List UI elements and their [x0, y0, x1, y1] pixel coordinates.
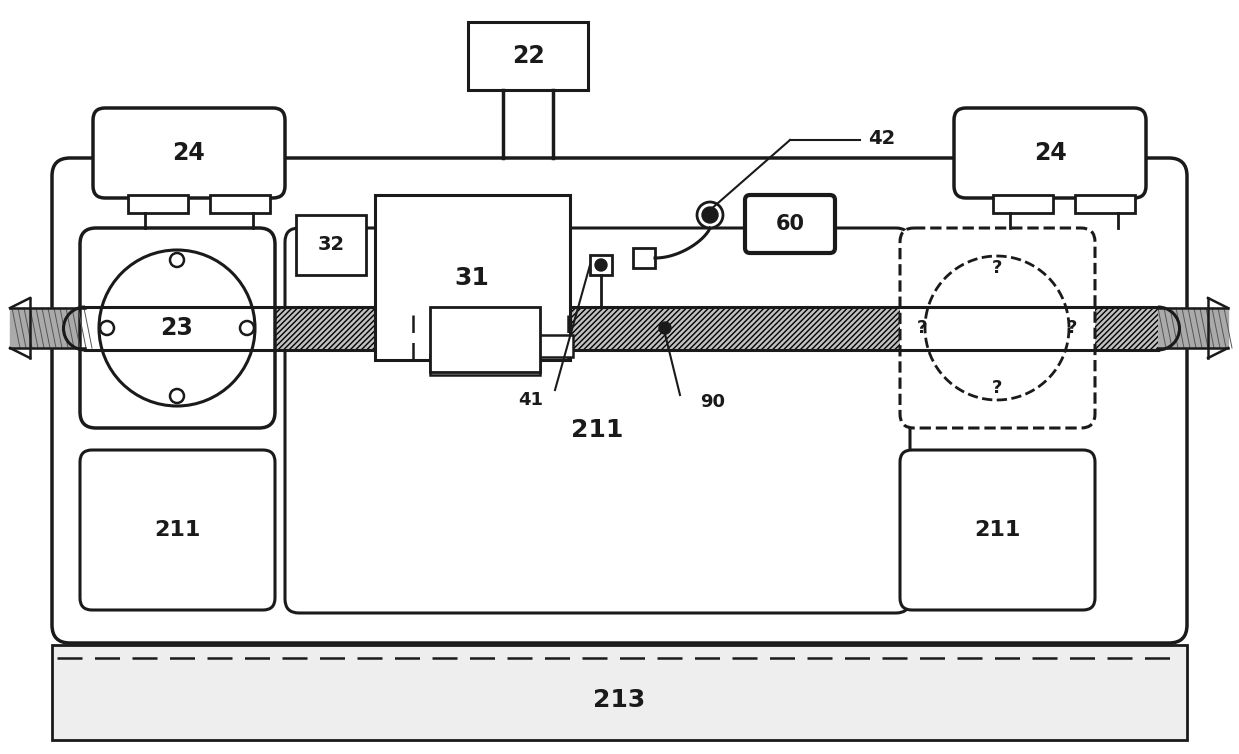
Bar [85, 307, 1158, 350]
FancyBboxPatch shape [954, 108, 1146, 198]
Bar [375, 195, 570, 360]
Bar [992, 195, 1053, 213]
Bar [430, 307, 540, 372]
Bar [296, 215, 366, 275]
Text: 31: 31 [455, 266, 489, 290]
Circle shape [100, 321, 114, 335]
Circle shape [595, 259, 607, 271]
Bar [209, 195, 270, 213]
FancyBboxPatch shape [745, 195, 835, 253]
Bar [468, 22, 589, 90]
Text: 211: 211 [571, 418, 623, 442]
FancyBboxPatch shape [52, 158, 1187, 643]
Text: 60: 60 [776, 214, 804, 234]
Text: 90: 90 [700, 393, 725, 411]
Bar [1075, 195, 1135, 213]
Circle shape [240, 321, 254, 335]
Circle shape [99, 250, 255, 406]
Text: 42: 42 [869, 128, 896, 148]
Text: 24: 24 [1033, 141, 1067, 165]
FancyBboxPatch shape [285, 228, 909, 613]
Bar [430, 355, 540, 375]
Text: ?: ? [1067, 319, 1077, 337]
Text: 213: 213 [593, 688, 646, 712]
Text: 211: 211 [154, 520, 201, 540]
Bar [493, 335, 572, 357]
Bar [633, 248, 655, 268]
Text: 24: 24 [172, 141, 206, 165]
Text: 22: 22 [512, 44, 544, 68]
Text: 32: 32 [317, 235, 344, 255]
FancyBboxPatch shape [900, 228, 1095, 428]
FancyBboxPatch shape [900, 450, 1095, 610]
FancyBboxPatch shape [81, 450, 275, 610]
Circle shape [698, 202, 724, 228]
Circle shape [170, 253, 185, 267]
Text: ?: ? [991, 259, 1002, 277]
FancyBboxPatch shape [81, 228, 275, 428]
Circle shape [170, 389, 185, 403]
Text: 41: 41 [518, 391, 543, 409]
Text: 23: 23 [161, 316, 193, 340]
Text: ?: ? [917, 319, 927, 337]
Bar [128, 195, 188, 213]
Bar [52, 645, 1187, 740]
FancyBboxPatch shape [93, 108, 285, 198]
Text: 211: 211 [974, 520, 1020, 540]
Bar [590, 255, 612, 275]
Circle shape [659, 322, 672, 334]
Circle shape [703, 207, 717, 223]
Text: ?: ? [991, 379, 1002, 397]
